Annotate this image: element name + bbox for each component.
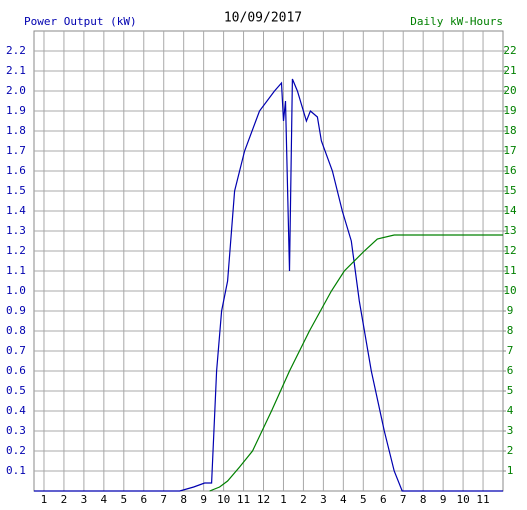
- chart-title: 10/09/2017: [224, 11, 302, 26]
- y2-tick-label: 1: [507, 464, 514, 477]
- y2-tick-label: 16: [503, 164, 516, 177]
- x-tick-label: 12: [257, 493, 270, 506]
- y2-tick-label: 6: [507, 364, 514, 377]
- y-tick-label: 2.1: [6, 64, 26, 77]
- series-line: [209, 234, 503, 492]
- y2-tick-label: 9: [507, 304, 514, 317]
- y2-tick-label: 7: [507, 344, 514, 357]
- y2-tick-label: 17: [503, 144, 516, 157]
- y2-tick-label: 18: [503, 124, 516, 137]
- y2-tick-label: 8: [507, 324, 514, 337]
- y2-tick-label: 15: [503, 184, 516, 197]
- y-tick-label: 1.6: [6, 164, 26, 177]
- x-tick-label: 9: [200, 493, 207, 506]
- y-tick-label: 0.9: [6, 304, 26, 317]
- x-tick-label: 6: [380, 493, 387, 506]
- y2-tick-label: 2: [507, 444, 514, 457]
- x-tick-label: 7: [400, 493, 407, 506]
- x-tick-label: 2: [300, 493, 307, 506]
- y-tick-label: 2.0: [6, 84, 26, 97]
- x-tick-label: 4: [101, 493, 108, 506]
- y2-tick-label: 22: [503, 44, 516, 57]
- x-tick-label: 1: [280, 493, 287, 506]
- y-tick-label: 1.5: [6, 184, 26, 197]
- y-tick-label: 1.3: [6, 224, 26, 237]
- y-tick-label: 1.2: [6, 244, 26, 257]
- y2-tick-label: 5: [507, 384, 514, 397]
- x-tick-label: 11: [237, 493, 250, 506]
- y2-tick-label: 21: [503, 64, 516, 77]
- y-tick-label: 0.8: [6, 324, 26, 337]
- x-tick-label: 4: [340, 493, 347, 506]
- x-tick-label: 11: [476, 493, 489, 506]
- y2-tick-label: 12: [503, 244, 516, 257]
- x-tick-label: 3: [320, 493, 327, 506]
- y2-tick-label: 20: [503, 84, 516, 97]
- x-tick-label: 6: [140, 493, 147, 506]
- y-tick-label: 1.7: [6, 144, 26, 157]
- x-tick-label: 5: [120, 493, 127, 506]
- y-tick-label: 0.4: [6, 404, 26, 417]
- series-line: [34, 78, 503, 492]
- y-tick-label: 0.6: [6, 364, 26, 377]
- y-tick-label: 1.8: [6, 124, 26, 137]
- x-tick-label: 10: [217, 493, 230, 506]
- y2-tick-label: 11: [503, 264, 516, 277]
- x-tick-label: 9: [440, 493, 447, 506]
- y-tick-label: 0.5: [6, 384, 26, 397]
- y-tick-label: 1.9: [6, 104, 26, 117]
- x-tick-label: 7: [160, 493, 167, 506]
- x-tick-label: 10: [456, 493, 469, 506]
- y2-tick-label: 14: [503, 204, 517, 217]
- y-tick-label: 0.3: [6, 424, 26, 437]
- y-tick-label: 0.1: [6, 464, 26, 477]
- x-tick-label: 8: [180, 493, 187, 506]
- x-tick-label: 8: [420, 493, 427, 506]
- x-tick-label: 3: [81, 493, 88, 506]
- x-tick-label: 2: [61, 493, 68, 506]
- y2-tick-label: 3: [507, 424, 514, 437]
- plot-frame: [33, 30, 504, 492]
- y-tick-label: 1.0: [6, 284, 26, 297]
- y-tick-label: 0.7: [6, 344, 26, 357]
- x-tick-label: 1: [41, 493, 48, 506]
- y2-tick-label: 4: [507, 404, 514, 417]
- right-axis-label: Daily kW-Hours: [410, 15, 503, 28]
- left-axis-label: Power Output (kW): [24, 15, 137, 28]
- y2-tick-label: 13: [503, 224, 516, 237]
- y-tick-label: 0.2: [6, 444, 26, 457]
- y-tick-label: 2.2: [6, 44, 26, 57]
- y-tick-label: 1.1: [6, 264, 26, 277]
- y-tick-label: 1.4: [6, 204, 26, 217]
- x-tick-label: 5: [360, 493, 367, 506]
- y2-tick-label: 19: [503, 104, 516, 117]
- y2-tick-label: 10: [503, 284, 516, 297]
